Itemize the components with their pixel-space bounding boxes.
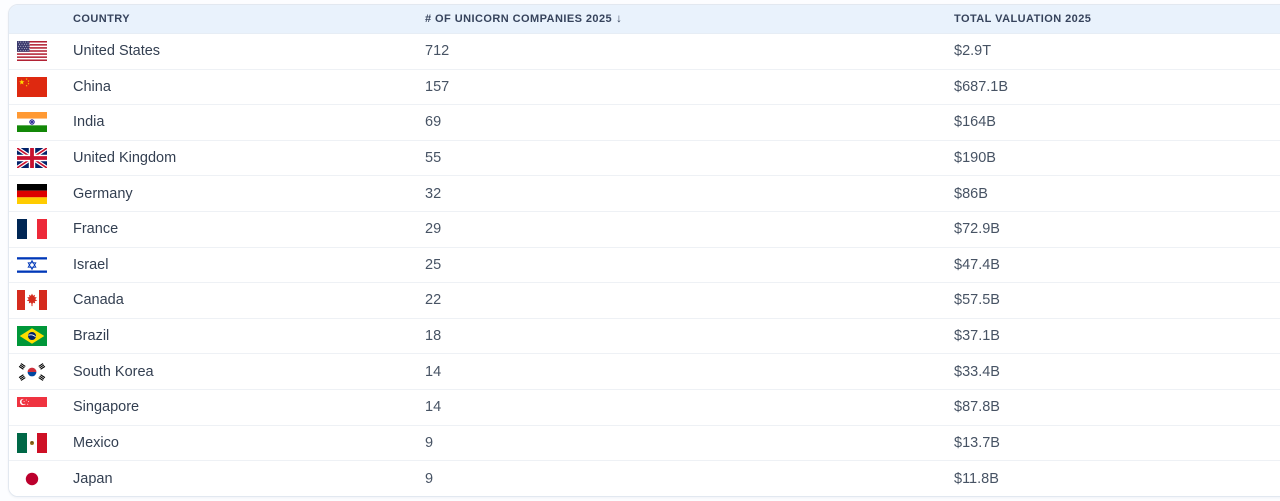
total-valuation: $11.8B	[954, 470, 999, 487]
table-row: Japan 9 $11.8B	[9, 461, 1280, 496]
total-valuation: $164B	[954, 114, 996, 131]
table-row: Singapore 14 $87.8B	[9, 389, 1280, 426]
table-row: United States 712 $2.9T	[9, 34, 1280, 70]
total-valuation: $13.7B	[954, 434, 1000, 451]
total-valuation: $57.5B	[954, 292, 1000, 309]
sort-descending-icon: ↓	[616, 13, 623, 25]
sg-flag-icon	[9, 397, 73, 418]
il-flag-icon	[9, 254, 73, 275]
unicorn-count: 14	[425, 399, 442, 416]
jp-flag-icon	[9, 468, 73, 489]
total-valuation: $37.1B	[954, 328, 1000, 345]
table-row: China 157 $687.1B	[9, 69, 1280, 106]
column-header-country[interactable]: COUNTRY	[73, 13, 131, 25]
country-name: South Korea	[73, 363, 154, 380]
country-name: Mexico	[73, 434, 119, 451]
total-valuation: $33.4B	[954, 363, 1000, 380]
table-row: Canada 22 $57.5B	[9, 283, 1280, 319]
gb-flag-icon	[9, 148, 73, 169]
unicorn-count: 14	[425, 363, 442, 380]
total-valuation: $2.9T	[954, 43, 992, 60]
total-valuation: $72.9B	[954, 221, 1000, 238]
unicorn-count: 712	[425, 43, 450, 60]
country-name: China	[73, 78, 111, 95]
unicorn-count: 9	[425, 434, 434, 451]
table-row: Mexico 9 $13.7B	[9, 425, 1280, 462]
unicorn-count: 29	[425, 221, 442, 238]
country-name: Singapore	[73, 399, 140, 416]
table-row: Brazil 18 $37.1B	[9, 318, 1280, 355]
ca-flag-icon	[9, 290, 73, 311]
table-row: South Korea 14 $33.4B	[9, 354, 1280, 390]
country-name: Germany	[73, 185, 133, 202]
mx-flag-icon	[9, 432, 73, 453]
column-header-unicorn-count-label: # OF UNICORN COMPANIES 2025	[425, 13, 613, 25]
us-flag-icon	[9, 41, 73, 62]
total-valuation: $687.1B	[954, 78, 1009, 95]
total-valuation: $47.4B	[954, 256, 1000, 273]
country-name: India	[73, 114, 105, 131]
country-name: United Kingdom	[73, 150, 177, 167]
unicorn-count: 32	[425, 185, 442, 202]
de-flag-icon	[9, 183, 73, 204]
unicorn-count: 55	[425, 150, 442, 167]
total-valuation: $86B	[954, 185, 988, 202]
table-row: France 29 $72.9B	[9, 211, 1280, 248]
unicorn-countries-table-card: COUNTRY # OF UNICORN COMPANIES 2025 ↓ TOT…	[8, 4, 1280, 497]
country-name: Japan	[73, 470, 113, 487]
unicorn-count: 18	[425, 328, 442, 345]
unicorn-count: 22	[425, 292, 442, 309]
table-row: Israel 25 $47.4B	[9, 247, 1280, 284]
in-flag-icon	[9, 112, 73, 133]
total-valuation: $190B	[954, 150, 996, 167]
country-name: Israel	[73, 256, 109, 273]
table-row: India 69 $164B	[9, 105, 1280, 141]
table-row: Germany 32 $86B	[9, 176, 1280, 212]
total-valuation: $87.8B	[954, 399, 1000, 416]
unicorn-count: 157	[425, 78, 450, 95]
unicorn-count: 9	[425, 470, 434, 487]
br-flag-icon	[9, 326, 73, 347]
table-body: United States 712 $2.9T China 157 $687.1B Indi…	[9, 34, 1280, 496]
fr-flag-icon	[9, 219, 73, 240]
country-name: United States	[73, 43, 161, 60]
country-name: Brazil	[73, 328, 110, 345]
cn-flag-icon	[9, 76, 73, 97]
column-header-unicorn-count[interactable]: # OF UNICORN COMPANIES 2025 ↓	[425, 13, 954, 25]
kr-flag-icon	[9, 361, 73, 382]
table-header-row: COUNTRY # OF UNICORN COMPANIES 2025 ↓ TOT…	[9, 5, 1280, 34]
country-name: Canada	[73, 292, 124, 309]
table-row: United Kingdom 55 $190B	[9, 140, 1280, 177]
column-header-total-valuation[interactable]: TOTAL VALUATION 2025	[954, 13, 1092, 25]
country-name: France	[73, 221, 119, 238]
unicorn-count: 69	[425, 114, 442, 131]
unicorn-count: 25	[425, 256, 442, 273]
